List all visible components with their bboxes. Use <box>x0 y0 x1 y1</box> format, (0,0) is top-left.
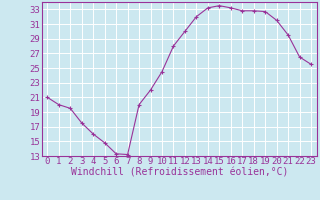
X-axis label: Windchill (Refroidissement éolien,°C): Windchill (Refroidissement éolien,°C) <box>70 168 288 178</box>
